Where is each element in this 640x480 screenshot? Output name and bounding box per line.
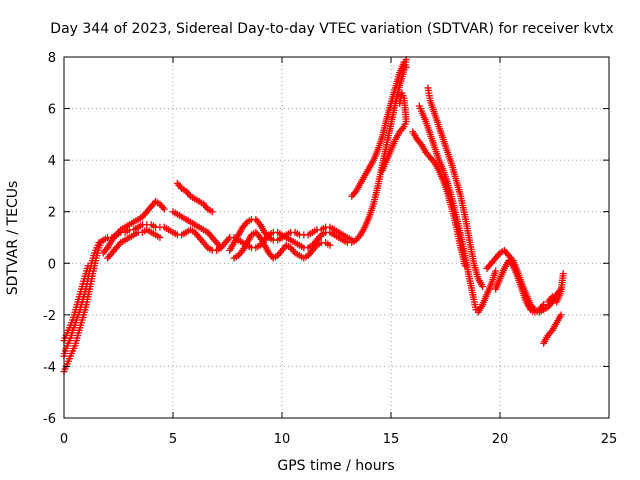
axis-ticks: -6 -4 -2 0 2 4 6 8 0 5 10 15 20 25 xyxy=(43,51,617,447)
data-point xyxy=(492,267,500,275)
x-axis-label: GPS time / hours xyxy=(277,458,394,474)
data-point xyxy=(540,301,548,309)
x-tick-label: 25 xyxy=(601,432,618,447)
data-point xyxy=(156,234,164,241)
x-tick-label: 0 xyxy=(60,432,68,447)
y-tick-label: -4 xyxy=(43,360,56,375)
x-tick-label: 20 xyxy=(492,432,509,447)
y-tick-label: 2 xyxy=(48,206,56,221)
x-tick-label: 15 xyxy=(383,432,400,447)
data-point xyxy=(97,239,105,247)
y-axis-label: SDTVAR / TECUs xyxy=(5,181,21,296)
y-tick-label: -6 xyxy=(43,412,56,427)
y-tick-label: 4 xyxy=(48,154,56,169)
plot-frame xyxy=(63,56,610,419)
data-point xyxy=(326,241,334,249)
y-tick-label: -2 xyxy=(43,309,56,324)
data-point xyxy=(160,205,168,213)
y-tick-label: 8 xyxy=(48,51,56,66)
y-tick-label: 6 xyxy=(48,103,56,118)
data-point xyxy=(84,262,92,270)
x-tick-label: 5 xyxy=(169,432,177,447)
data-point xyxy=(461,262,469,270)
data-point xyxy=(208,208,216,216)
x-tick-label: 10 xyxy=(274,432,291,447)
data-point xyxy=(348,236,356,244)
data-point xyxy=(557,311,565,319)
data-series xyxy=(60,56,567,376)
data-point xyxy=(217,244,225,252)
data-point xyxy=(544,298,552,306)
data-point xyxy=(479,282,487,290)
data-point xyxy=(396,99,404,107)
grid xyxy=(64,57,609,418)
data-point xyxy=(402,63,410,71)
y-tick-label: 0 xyxy=(48,257,56,272)
chart-title: Day 344 of 2023, Sidereal Day-to-day VTE… xyxy=(50,21,613,37)
